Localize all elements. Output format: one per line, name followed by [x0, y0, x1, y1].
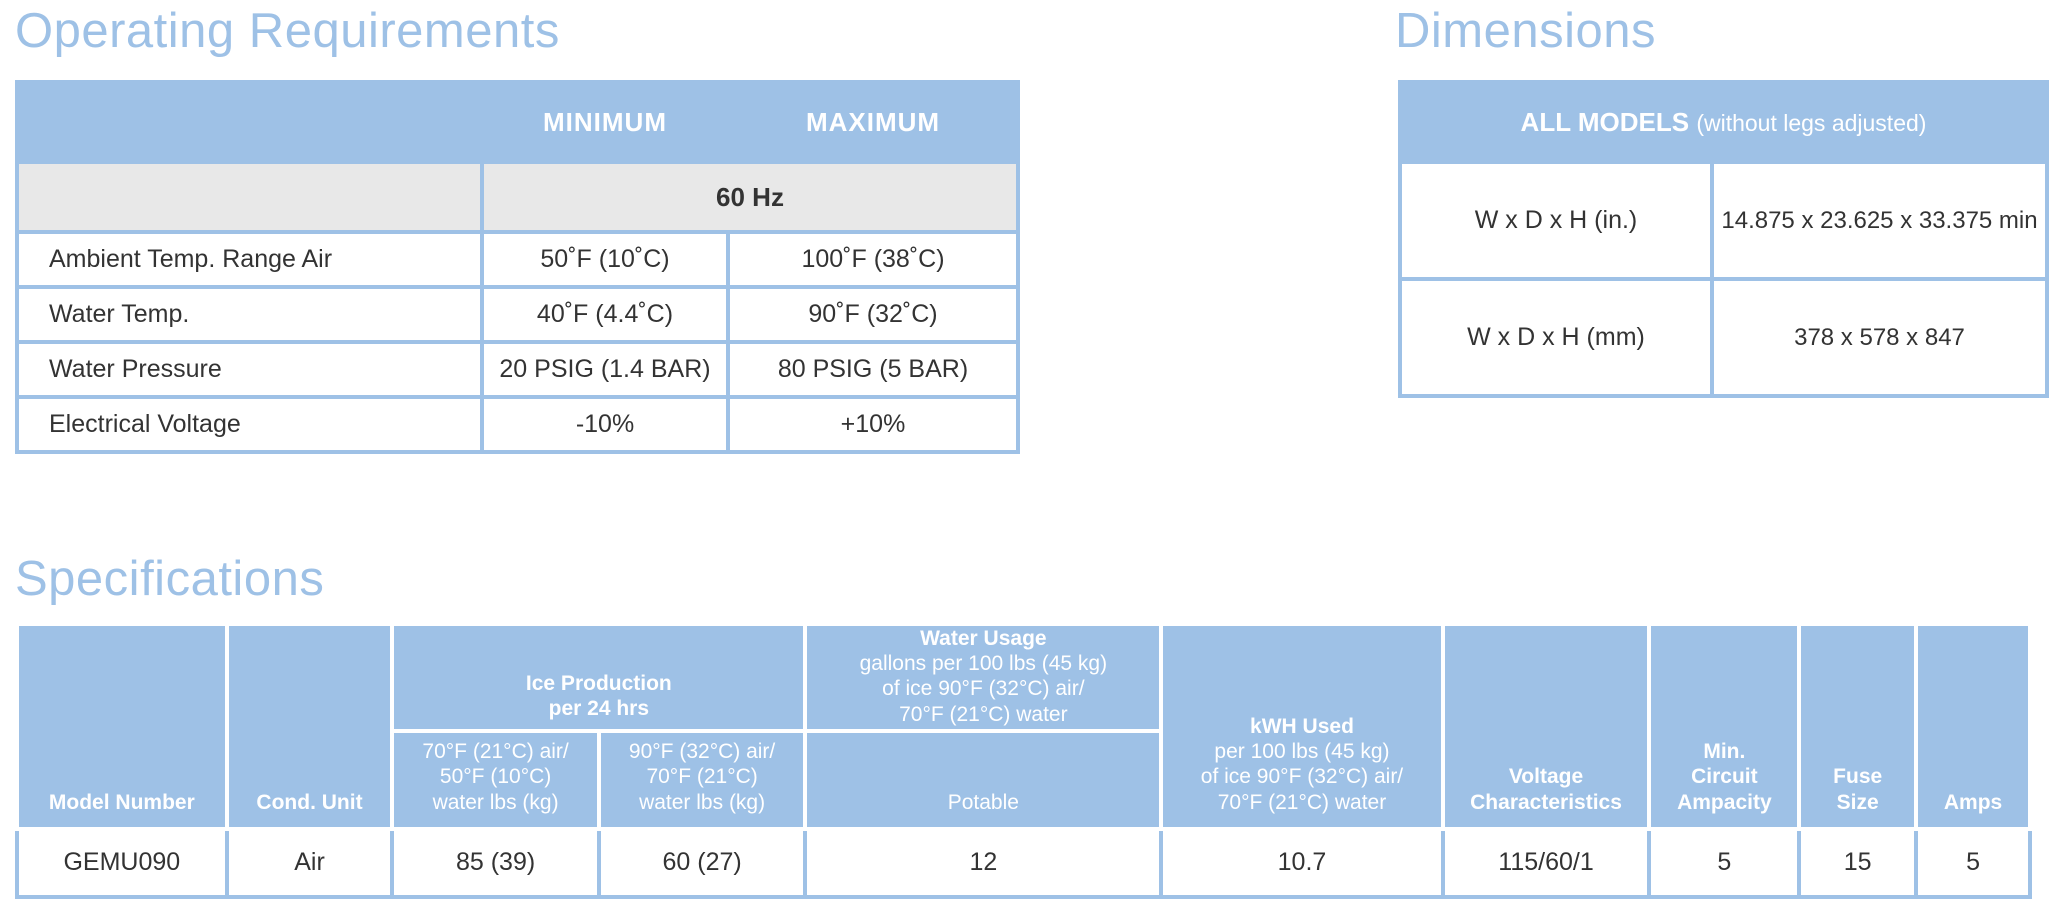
table-row: W x D x H (mm) 378 x 578 x 847 — [1398, 277, 2049, 398]
row-label: Ambient Temp. Range Air — [15, 230, 484, 289]
operating-requirements-table: MINIMUM MAXIMUM 60 Hz Ambient Temp. Rang… — [15, 80, 1020, 454]
header-voltage: Voltage Characteristics — [1440, 622, 1652, 831]
row-label: Electrical Voltage — [15, 395, 484, 454]
header-model-number: Model Number — [15, 622, 229, 831]
dim-label: W x D x H (in.) — [1398, 160, 1714, 281]
row-max: 100˚F (38˚C) — [726, 230, 1020, 289]
cell-model: GEMU090 — [15, 826, 229, 899]
cell-cond: Air — [224, 826, 395, 899]
table-row: Ambient Temp. Range Air 50˚F (10˚C) 100˚… — [15, 230, 1020, 289]
row-label: Water Pressure — [15, 340, 484, 399]
header-cond-unit: Cond. Unit — [224, 622, 395, 831]
frequency-band: 60 Hz — [480, 160, 1020, 234]
row-min: 20 PSIG (1.4 BAR) — [480, 340, 730, 399]
cell-potable: 12 — [803, 826, 1164, 899]
dim-label: W x D x H (mm) — [1398, 277, 1714, 398]
header-minimum: MINIMUM — [480, 80, 730, 164]
table-row: GEMU090 Air 85 (39) 60 (27) 12 10.7 115/… — [15, 826, 2032, 899]
header-kwh-used: kWH Used per 100 lbs (45 kg) of ice 90°F… — [1159, 622, 1445, 831]
specifications-title: Specifications — [15, 552, 325, 606]
header-maximum: MAXIMUM — [726, 80, 1020, 164]
header-amps: Amps — [1914, 622, 2032, 831]
row-max: 90˚F (32˚C) — [726, 285, 1020, 344]
cell-voltage: 115/60/1 — [1440, 826, 1652, 899]
dim-value: 14.875 x 23.625 x 33.375 min — [1710, 160, 2049, 281]
cell-kwh: 10.7 — [1159, 826, 1445, 899]
cell-fuse: 15 — [1797, 826, 1919, 899]
table-row: Electrical Voltage -10% +10% — [15, 395, 1020, 454]
header-ice-90f: 90°F (32°C) air/ 70°F (21°C) water lbs (… — [596, 728, 808, 831]
table-row: W x D x H (in.) 14.875 x 23.625 x 33.375… — [1398, 160, 2049, 281]
dimensions-table: ALL MODELS (without legs adjusted) W x D… — [1398, 80, 2049, 398]
header-ice-70f: 70°F (21°C) air/ 50°F (10°C) water lbs (… — [390, 728, 601, 831]
header-potable: Potable — [803, 728, 1164, 831]
dimensions-header: ALL MODELS (without legs adjusted) — [1398, 80, 2049, 164]
header-min-circuit-ampacity: Min. Circuit Ampacity — [1647, 622, 1802, 831]
dim-value: 378 x 578 x 847 — [1710, 277, 2049, 398]
row-label: Water Temp. — [15, 285, 484, 344]
row-max: +10% — [726, 395, 1020, 454]
operating-requirements-title: Operating Requirements — [15, 4, 560, 58]
cell-ice-b: 60 (27) — [596, 826, 808, 899]
row-min: 40˚F (4.4˚C) — [480, 285, 730, 344]
header-ice-production: Ice Production per 24 hrs — [390, 622, 808, 733]
header-blank — [15, 80, 484, 164]
without-legs-note: (without legs adjusted) — [1696, 109, 1927, 136]
cell-ice-a: 85 (39) — [390, 826, 601, 899]
table-row: Water Pressure 20 PSIG (1.4 BAR) 80 PSIG… — [15, 340, 1020, 399]
cell-amps: 5 — [1914, 826, 2032, 899]
all-models-label: ALL MODELS — [1520, 106, 1690, 137]
row-min: -10% — [480, 395, 730, 454]
table-row: Water Temp. 40˚F (4.4˚C) 90˚F (32˚C) — [15, 285, 1020, 344]
freq-blank — [15, 160, 484, 234]
specifications-table: Model Number Cond. Unit Ice Production pe… — [15, 622, 2032, 899]
cell-mca: 5 — [1647, 826, 1802, 899]
header-water-usage: Water Usage gallons per 100 lbs (45 kg) … — [803, 622, 1164, 733]
dimensions-title: Dimensions — [1395, 4, 1656, 58]
header-fuse-size: Fuse Size — [1797, 622, 1919, 831]
row-max: 80 PSIG (5 BAR) — [726, 340, 1020, 399]
row-min: 50˚F (10˚C) — [480, 230, 730, 289]
